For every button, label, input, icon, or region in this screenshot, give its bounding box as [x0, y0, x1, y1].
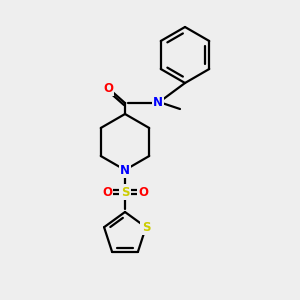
- Text: N: N: [153, 97, 163, 110]
- Text: O: O: [103, 82, 113, 94]
- Text: O: O: [138, 185, 148, 199]
- Text: N: N: [120, 164, 130, 176]
- Text: S: S: [121, 185, 129, 199]
- Text: S: S: [142, 221, 150, 234]
- Text: O: O: [102, 185, 112, 199]
